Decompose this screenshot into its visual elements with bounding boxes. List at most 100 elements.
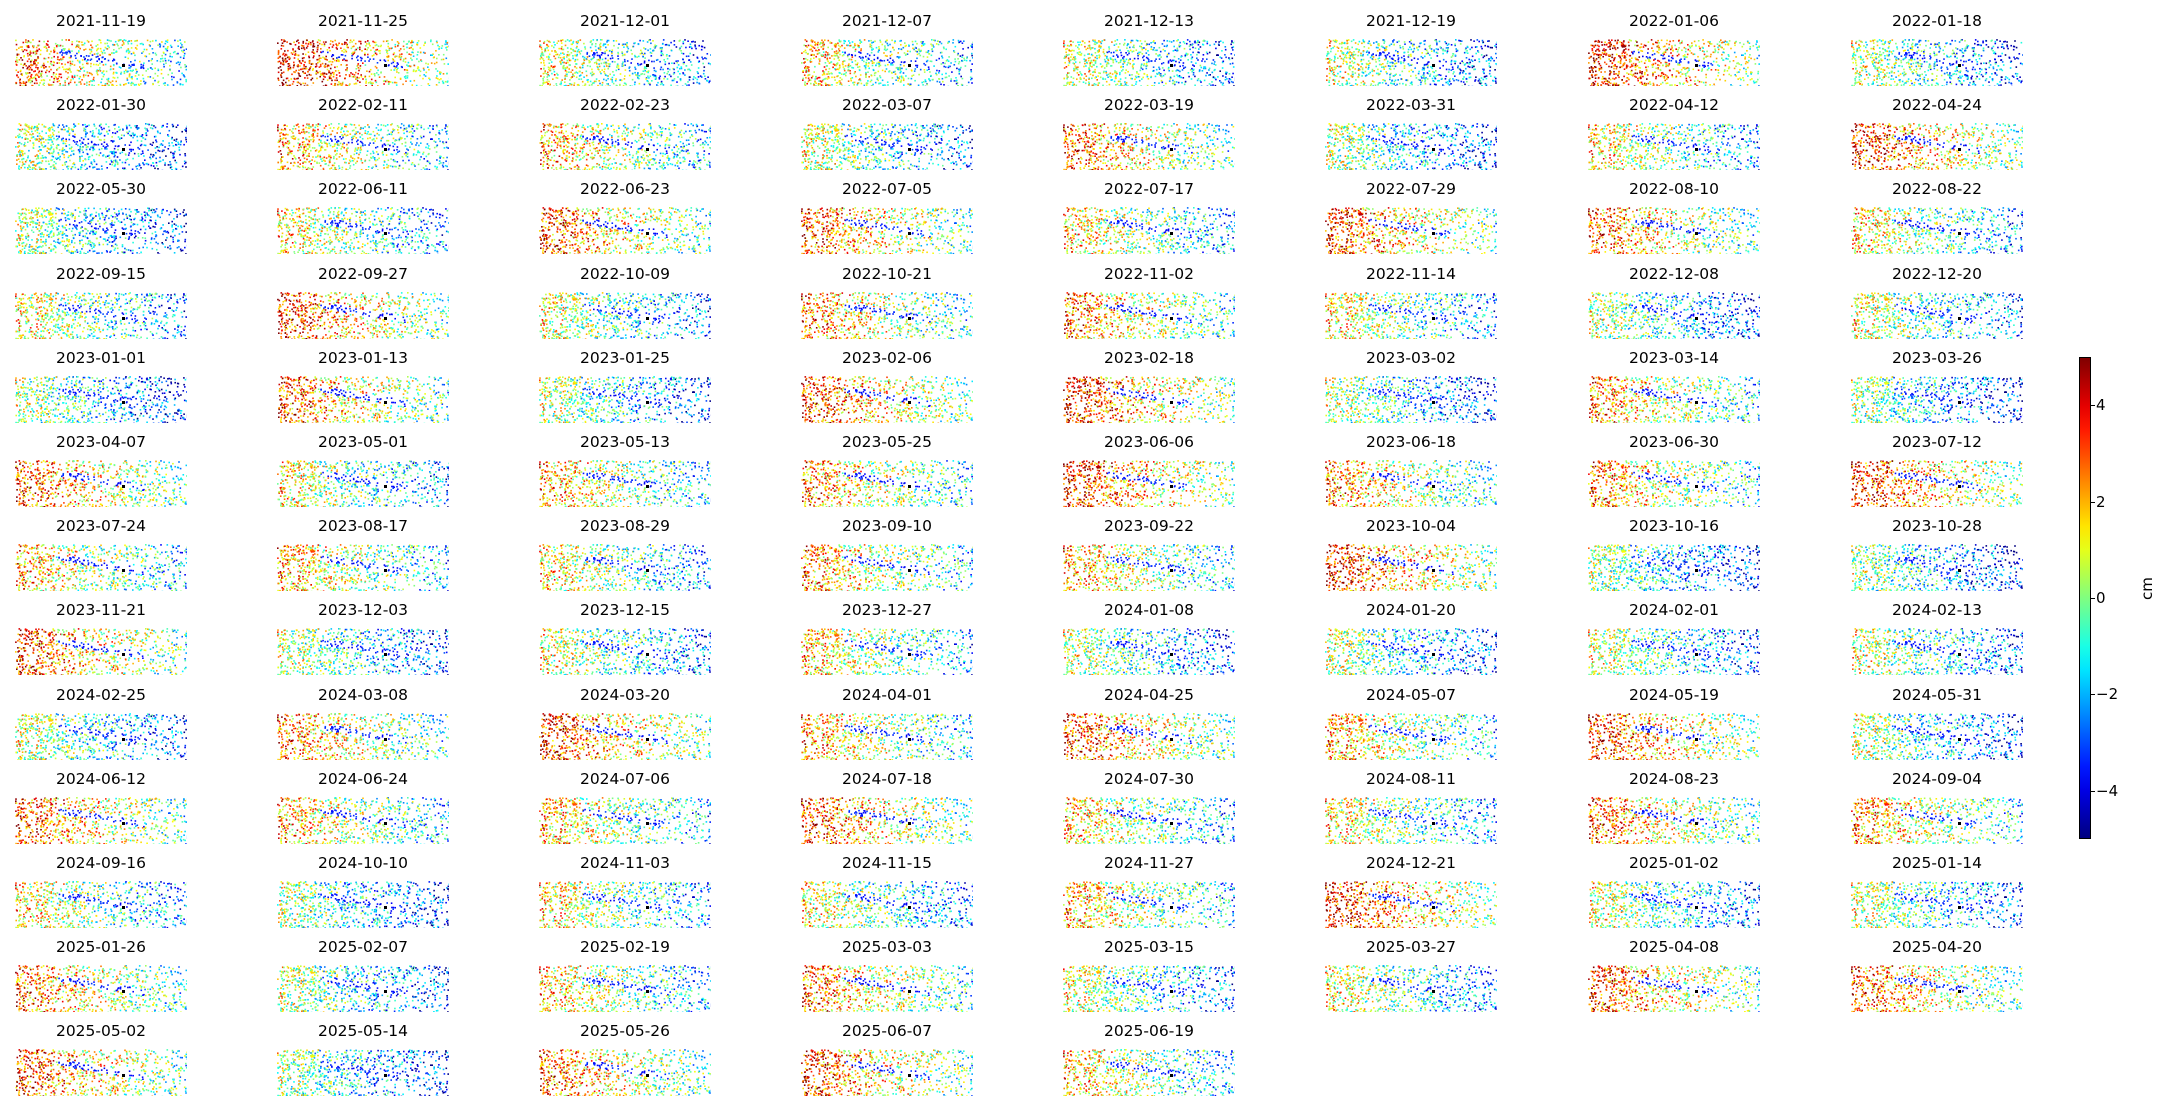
map-pixel (344, 78, 346, 80)
map-pixel (1139, 46, 1141, 48)
map-pixel (140, 80, 142, 82)
map-pixel (855, 49, 857, 51)
map-pixel (1428, 61, 1430, 63)
map-pixel (895, 73, 897, 75)
map-pixel (1181, 82, 1183, 84)
map-pixel (1074, 56, 1076, 58)
map-pixel (870, 81, 872, 83)
map-pixel (616, 40, 618, 42)
map-pixel (50, 61, 52, 63)
map-pixel (287, 57, 289, 59)
map-pixel (393, 54, 395, 56)
map-pixel (129, 76, 131, 78)
map-pixel (619, 79, 621, 81)
map-pixel (1187, 59, 1189, 61)
reference-point-marker (1170, 64, 1173, 67)
map-pixel (142, 66, 144, 68)
map-pixel (1168, 53, 1170, 55)
map-pixel (879, 40, 881, 42)
map-pixel (942, 57, 944, 59)
map-pixel (569, 40, 571, 42)
map-pixel (1180, 59, 1182, 61)
map-pixel (1193, 74, 1195, 76)
map-pixel (36, 53, 38, 55)
map-pixel (1361, 63, 1363, 65)
map-pixel (345, 74, 347, 76)
map-pixel (369, 45, 371, 47)
map-pixel (48, 84, 50, 86)
map-pixel (609, 85, 611, 86)
map-pixel (644, 74, 646, 76)
map-pixel (1366, 74, 1368, 76)
map-pixel (1078, 48, 1080, 50)
map-pixel (130, 61, 132, 63)
map-pixel (1132, 60, 1134, 62)
map-pixel (300, 75, 302, 77)
map-pixel (71, 50, 73, 52)
map-pixel (1169, 78, 1171, 80)
map-pixel (852, 82, 854, 84)
map-pixel (568, 71, 570, 73)
map-pixel (567, 54, 569, 56)
map-pixel (956, 83, 958, 85)
map-pixel (81, 79, 83, 81)
map-pixel (354, 52, 356, 54)
map-pixel (657, 82, 659, 84)
map-pixel (591, 50, 593, 52)
displacement-map (1063, 39, 1235, 86)
map-pixel (1196, 58, 1198, 60)
map-pixel (1207, 86, 1209, 87)
map-pixel (1140, 66, 1142, 68)
map-pixel (323, 41, 325, 43)
map-pixel (690, 46, 692, 48)
map-pixel (36, 47, 38, 49)
map-pixel (180, 47, 182, 49)
map-pixel (1345, 61, 1347, 63)
map-pixel (53, 62, 55, 64)
map-pixel (1329, 39, 1331, 41)
map-pixel (322, 51, 324, 53)
map-pixel (868, 76, 870, 78)
map-pixel (652, 50, 654, 52)
map-pixel (37, 67, 39, 69)
map-pixel (1134, 79, 1136, 81)
map-pixel (569, 79, 571, 81)
map-pixel (635, 68, 637, 70)
map-pixel (1404, 52, 1406, 54)
map-pixel (50, 63, 52, 65)
map-pixel (1352, 76, 1354, 78)
map-pixel (407, 75, 409, 77)
map-pixel (882, 70, 884, 72)
map-pixel (1454, 63, 1456, 65)
map-pixel (1370, 45, 1372, 47)
map-pixel (857, 66, 859, 68)
map-pixel (915, 41, 917, 43)
map-pixel (1183, 77, 1185, 79)
map-pixel (293, 51, 295, 53)
map-pixel (401, 66, 403, 68)
map-pixel (1197, 80, 1199, 82)
map-pixel (22, 67, 24, 69)
map-pixel (605, 43, 607, 45)
map-pixel (352, 73, 354, 75)
map-pixel (67, 72, 69, 74)
map-pixel (912, 44, 914, 46)
map-pixel (1391, 80, 1393, 82)
map-pixel (317, 45, 319, 47)
map-pixel (1232, 49, 1234, 51)
map-pixel (1388, 52, 1390, 54)
map-pixel (589, 55, 591, 57)
map-pixel (1107, 62, 1109, 64)
map-pixel (803, 51, 805, 53)
map-pixel (1207, 41, 1209, 43)
map-pixel (1091, 54, 1093, 56)
map-pixel (701, 57, 703, 59)
map-pixel (330, 73, 332, 75)
map-pixel (108, 81, 110, 83)
map-pixel (1146, 61, 1148, 63)
map-pixel (306, 40, 308, 42)
map-pixel (637, 63, 639, 65)
map-pixel (1098, 72, 1100, 74)
map-pixel (1371, 56, 1373, 58)
map-pixel (1423, 76, 1425, 78)
